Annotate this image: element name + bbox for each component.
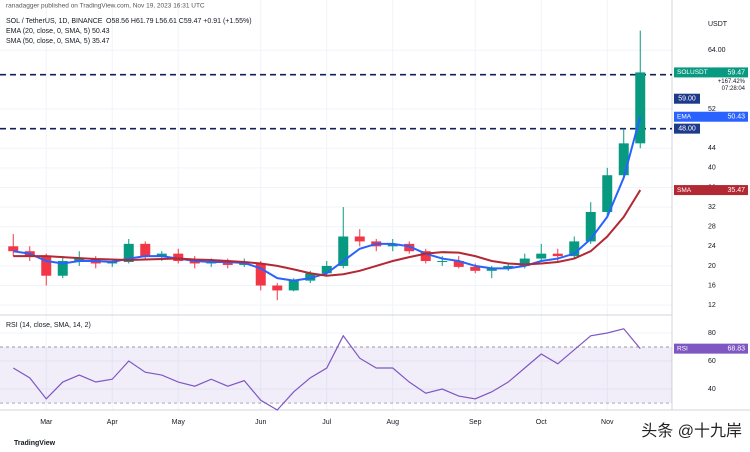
legend-rsi: RSI (14, close, SMA, 14, 2) [6,322,91,329]
x-tick-label: May [172,419,186,426]
y-tick-label: 24 [708,243,716,250]
candle-body [41,256,52,276]
candle-body [57,261,68,276]
last-price-name: SOLUSDT [677,69,708,76]
candle-body [404,243,415,252]
last-price-box [674,67,748,78]
x-tick-label: Sep [469,419,482,426]
ma-name: SMA [677,187,692,194]
candle-body [255,263,266,286]
legend-ema: EMA (20, close, 0, SMA, 5) 50.43 [6,28,110,35]
candle-body [536,253,547,259]
rsi-box [674,343,748,354]
candle-body [635,72,646,144]
y-tick-label: 12 [708,302,716,309]
ma-value: 50.43 [727,114,745,121]
ma-name: EMA [677,113,692,120]
candle-body [503,265,514,269]
rsi-band [0,347,672,404]
y-tick-label: 20 [708,263,716,270]
candle-body [74,258,85,262]
rsi-tick-label: 60 [708,358,716,365]
x-tick-label: Aug [387,419,400,426]
candle-body [602,175,613,212]
ohlc-text: O58.56 H61.79 L56.61 C59.47 +0.91 (+1.55… [106,18,252,25]
candle-body [189,261,200,264]
y-tick-label: 64.00 [708,47,726,54]
y-tick-label: 40 [708,165,716,172]
level-label: 59.00 [678,96,696,103]
rsi-name: RSI [677,345,688,352]
rsi-tick-label: 40 [708,386,716,393]
candle-body [569,241,580,257]
last-price-value: 59.47 [727,69,745,76]
candle-body [123,243,134,262]
chart-title: SOL / TetherUS, 1D, BINANCE [6,18,103,25]
candle-body [420,251,431,262]
candle-body [585,211,596,242]
ma-box [674,185,748,196]
y-tick-label: 52 [708,106,716,113]
candle-body [453,261,464,267]
y-tick-label: 28 [708,224,716,231]
level-label: 48.00 [678,125,696,132]
x-tick-label: Jun [255,419,266,426]
candle-body [239,263,250,265]
candle-body [8,246,19,252]
candle-body [618,143,629,176]
countdown: 07:28:04 [722,86,746,92]
candle-body [305,273,316,281]
candle-body [321,265,332,274]
candle-body [552,253,563,257]
x-tick-label: Jul [322,419,331,426]
y-tick-label: 16 [708,282,716,289]
watermark: 头条 @十九岸 [641,422,742,440]
candle-body [486,268,497,271]
candle-body [470,266,481,271]
candle-body [354,236,365,242]
candle-body [156,253,167,257]
brand: TradingView [14,440,56,447]
candle-body [272,285,283,291]
candle-body [519,258,530,266]
x-tick-label: Mar [40,419,53,426]
ma-line [13,116,642,282]
rsi-tick-label: 80 [708,330,716,337]
candle-body [173,253,184,262]
x-tick-label: Apr [107,419,119,426]
x-tick-label: Oct [536,419,547,426]
candle-body [288,280,299,291]
candle-body [437,261,448,263]
level-box [674,123,700,134]
x-tick-label: Nov [601,419,614,426]
last-change: +167.42% [718,79,746,85]
publisher: ranadagger published on TradingView.com,… [6,3,205,10]
rsi-line [12,328,641,411]
candle-body [140,243,151,257]
candle-body [338,236,349,266]
candle-body [387,243,398,247]
y-tick-label: 44 [708,145,716,152]
legend-sma: SMA (50, close, 0, SMA, 5) 35.47 [6,38,110,45]
currency: USDT [708,21,728,28]
ma-value: 35.47 [727,187,745,194]
y-tick-label: 32 [708,204,716,211]
ma-line [13,189,642,277]
level-box [674,93,700,104]
ma-box [674,111,748,122]
rsi-value: 68.83 [727,345,745,352]
